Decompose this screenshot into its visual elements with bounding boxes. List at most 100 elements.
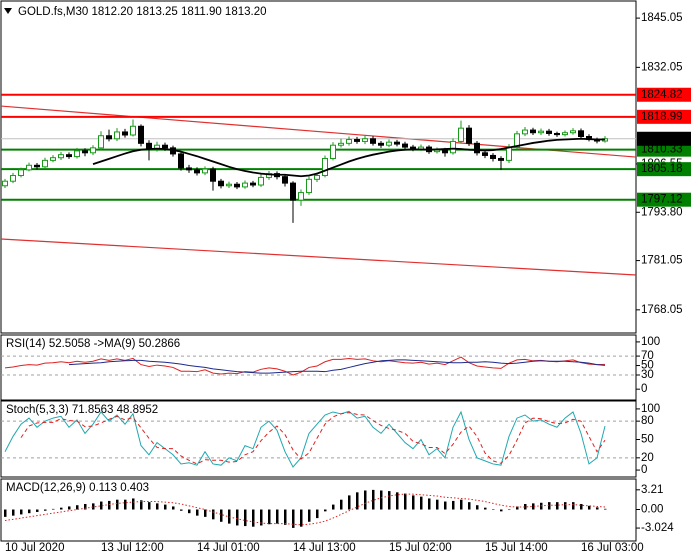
- candle-body: [202, 168, 208, 174]
- candle-body: [546, 130, 552, 134]
- x-tick-label: 14 Jul 01:00: [197, 542, 260, 554]
- series-line: [4, 356, 606, 376]
- histogram-bar: [372, 489, 375, 510]
- candle-body: [466, 127, 472, 144]
- histogram-bar: [100, 501, 103, 510]
- y-tick-label: 100: [641, 403, 660, 415]
- symbol-arrow: [4, 8, 12, 14]
- histogram-bar: [172, 506, 175, 510]
- candle-body: [130, 125, 136, 136]
- y-tick-label: 50: [641, 434, 654, 446]
- histogram-bar: [356, 492, 359, 510]
- y-tick-label: 100: [641, 336, 660, 348]
- candle-body: [330, 144, 336, 159]
- histogram-bar: [388, 491, 391, 510]
- candle-body: [370, 138, 376, 144]
- candle-body: [74, 150, 80, 158]
- x-tick-label: 13 Jul 12:00: [101, 542, 164, 554]
- candle-body: [402, 143, 408, 148]
- candle-body: [194, 169, 200, 174]
- last-price-label: 1813.20: [641, 133, 683, 145]
- panel-frame: [0, 334, 637, 401]
- candle-body: [42, 159, 48, 168]
- histogram-bar: [468, 502, 471, 510]
- panel-title: MACD(12,26,9) 0.113 0.403: [6, 482, 149, 494]
- histogram-bar: [228, 509, 231, 524]
- candle-body: [490, 154, 496, 159]
- candle-body: [442, 149, 448, 154]
- candle-body: [82, 150, 88, 154]
- candle-body: [514, 133, 520, 148]
- y-tick-label: 1832.05: [641, 61, 683, 73]
- histogram-bar: [252, 509, 255, 527]
- candle-body: [106, 135, 112, 140]
- y-tick-label: 1781.05: [641, 255, 683, 267]
- histogram-bar: [436, 499, 439, 510]
- histogram-bar: [284, 509, 287, 525]
- y-tick-label: 1768.05: [641, 304, 683, 316]
- histogram-bar: [604, 508, 607, 510]
- candle-body: [138, 125, 144, 144]
- histogram-bar: [380, 490, 383, 510]
- candle-body: [18, 169, 24, 177]
- candle-body: [122, 131, 128, 136]
- series-line: [92, 137, 605, 178]
- y-tick-label: 20: [641, 452, 654, 464]
- candle-body: [506, 146, 512, 161]
- panel-title: Stoch(5,3,3) 71.8563 48.8952: [6, 404, 158, 416]
- candle-body: [178, 153, 184, 169]
- y-tick-label: 30: [641, 369, 654, 381]
- candle-body: [482, 152, 488, 156]
- candle-body: [2, 180, 8, 187]
- y-tick-label: 50: [641, 360, 654, 372]
- level-label-box: [637, 142, 691, 157]
- histogram-bar: [124, 499, 127, 510]
- histogram-bar: [428, 498, 431, 510]
- histogram-bar: [44, 509, 47, 511]
- candle-body: [210, 168, 216, 182]
- y-tick-label: 70: [641, 350, 654, 362]
- candle-body: [458, 127, 464, 142]
- histogram-bar: [28, 509, 31, 514]
- y-tick-label: 1845.05: [641, 12, 683, 24]
- histogram-bar: [508, 509, 511, 511]
- candle-body: [554, 132, 560, 136]
- histogram-bar: [476, 505, 479, 510]
- candle-body: [66, 154, 72, 158]
- candle-body: [242, 182, 248, 188]
- histogram-bar: [292, 509, 295, 528]
- last-price-box: [637, 131, 691, 146]
- y-tick-label: 0: [641, 383, 647, 395]
- candle-body: [498, 157, 504, 161]
- histogram-bar: [404, 493, 407, 510]
- histogram-bar: [300, 509, 303, 527]
- level-label: 1810.33: [641, 144, 683, 156]
- histogram-bar: [580, 503, 583, 510]
- histogram-bar: [140, 500, 143, 510]
- candle-body: [10, 175, 16, 182]
- histogram-bar: [396, 492, 399, 510]
- histogram-bar: [204, 509, 207, 517]
- y-tick-label: 0: [641, 464, 647, 476]
- histogram-bar: [12, 509, 15, 516]
- histogram-bar: [348, 495, 351, 510]
- histogram-bar: [556, 502, 559, 510]
- candle-body: [434, 149, 440, 153]
- histogram-bar: [188, 509, 191, 514]
- histogram-bar: [420, 496, 423, 510]
- candle-body: [234, 183, 240, 188]
- histogram-bar: [412, 495, 415, 510]
- candle-body: [522, 129, 528, 135]
- panel-title: RSI(14) 52.5058 ->MA(9) 50.2866: [6, 338, 180, 350]
- histogram-bar: [492, 509, 495, 511]
- candle-body: [218, 180, 224, 187]
- histogram-bar: [196, 509, 199, 516]
- histogram-bar: [564, 502, 567, 510]
- histogram-bar: [500, 509, 503, 512]
- level-label-box: [637, 87, 691, 102]
- histogram-bar: [244, 509, 247, 527]
- candle-body: [298, 192, 304, 201]
- candle-body: [34, 164, 40, 168]
